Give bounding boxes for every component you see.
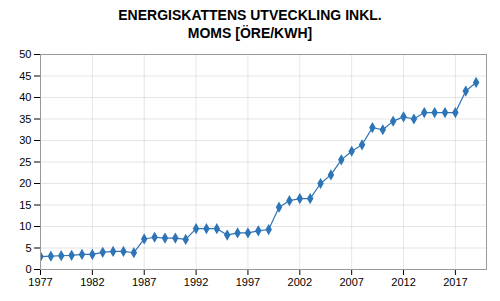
svg-text:0: 0 bbox=[25, 263, 31, 275]
svg-text:2012: 2012 bbox=[391, 276, 415, 288]
svg-text:1982: 1982 bbox=[80, 276, 104, 288]
svg-text:10: 10 bbox=[19, 220, 31, 232]
svg-text:1987: 1987 bbox=[132, 276, 156, 288]
svg-text:25: 25 bbox=[19, 156, 31, 168]
svg-text:20: 20 bbox=[19, 177, 31, 189]
svg-text:40: 40 bbox=[19, 91, 31, 103]
svg-text:50: 50 bbox=[19, 48, 31, 60]
svg-text:30: 30 bbox=[19, 134, 31, 146]
svg-text:45: 45 bbox=[19, 70, 31, 82]
svg-text:2002: 2002 bbox=[288, 276, 312, 288]
svg-text:15: 15 bbox=[19, 199, 31, 211]
svg-text:2007: 2007 bbox=[339, 276, 363, 288]
svg-text:2017: 2017 bbox=[443, 276, 467, 288]
svg-text:5: 5 bbox=[25, 242, 31, 254]
svg-text:1992: 1992 bbox=[184, 276, 208, 288]
svg-text:1977: 1977 bbox=[28, 276, 52, 288]
svg-text:1997: 1997 bbox=[236, 276, 260, 288]
html-text:ENERGISKATTENS UTVECKLING INKL: ENERGISKATTENS UTVECKLING INKL. MOMS [ÖR… bbox=[118, 7, 382, 42]
svg-text:35: 35 bbox=[19, 113, 31, 125]
